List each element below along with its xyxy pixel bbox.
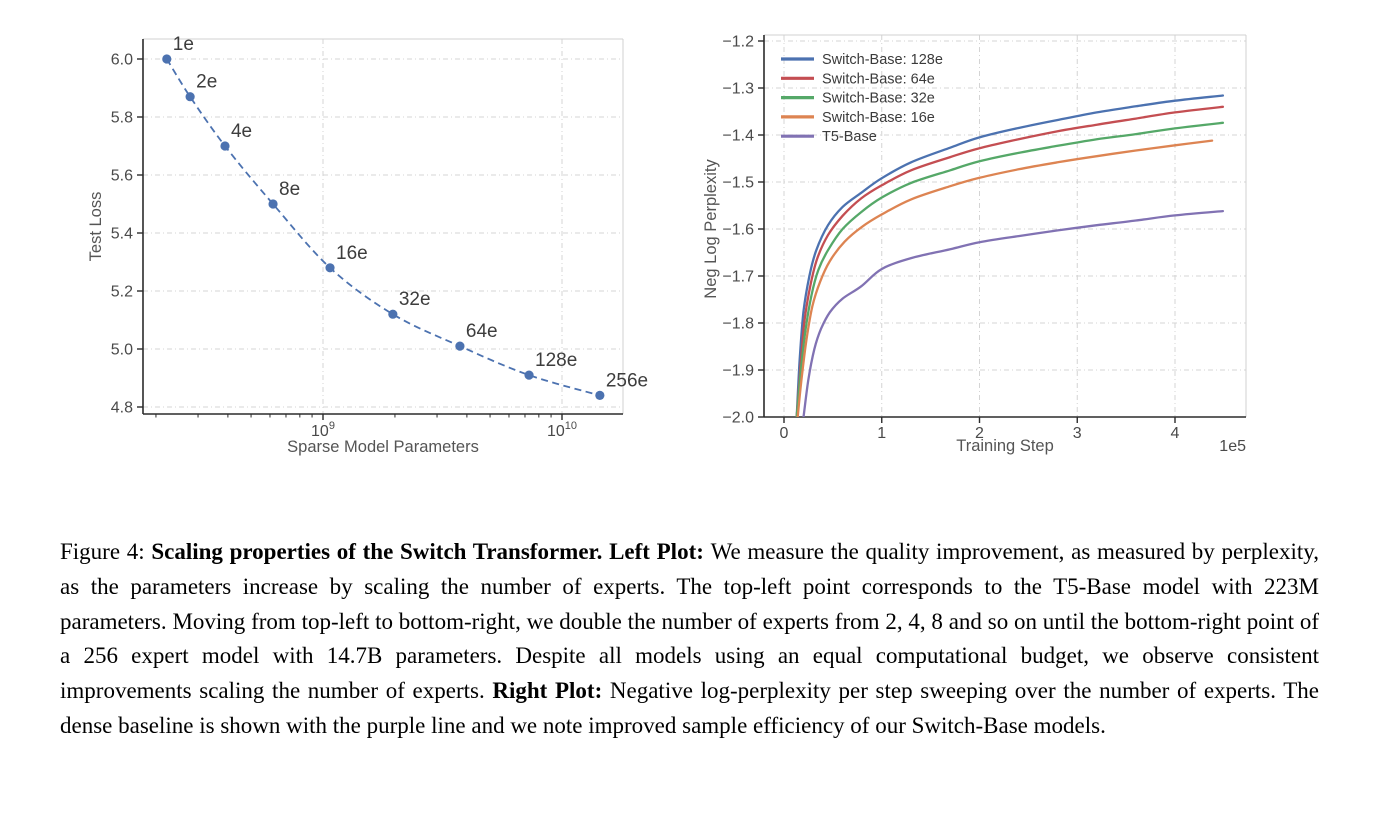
legend-label: Switch-Base: 32e <box>822 91 935 107</box>
right-chart-x-multiplier: 1e5 <box>1219 438 1246 455</box>
left-chart-y-label: Test Loss <box>87 192 105 262</box>
point-annotation-2e: 2e <box>196 72 217 93</box>
right-chart-y-tick-label: −1.9 <box>722 363 754 380</box>
right-chart-y-tick-label: −1.3 <box>722 81 754 98</box>
left-chart-y-tick-label: 4.8 <box>111 400 133 417</box>
data-point-128e <box>524 370 534 380</box>
data-point-16e <box>325 263 335 273</box>
right-chart-x-tick-label: 0 <box>780 425 789 442</box>
right-chart: −1.2 −1.3 −1.4 −1.5 −1.6 −1.7 −1.8 −1.9 −2.0 0 1 2 3… <box>702 34 1247 455</box>
legend-label: Switch-Base: 16e <box>822 110 935 126</box>
figure-caption: Figure 4: Scaling properties of the Swit… <box>60 535 1319 744</box>
legend-label: Switch-Base: 64e <box>822 71 935 87</box>
figure-4: 6.0 5.8 5.6 5.4 5.2 5.0 4.8 109 1010 Sparse Model… <box>87 34 1247 456</box>
right-chart-y-tick-label: −1.8 <box>722 316 754 333</box>
legend-label: Switch-Base: 128e <box>822 52 943 68</box>
point-annotation-4e: 4e <box>231 121 252 142</box>
left-chart-x-tick-label: 1010 <box>547 420 577 440</box>
point-annotation-256e: 256e <box>606 370 648 391</box>
point-annotation-64e: 64e <box>466 321 498 342</box>
line-switch-base-128e <box>795 94 1225 417</box>
right-chart-x-tick-label: 1 <box>877 425 886 442</box>
line-switch-base-64e <box>795 105 1225 417</box>
point-annotation-8e: 8e <box>279 179 300 200</box>
point-annotation-32e: 32e <box>399 289 431 310</box>
right-chart-y-tick-label: −1.2 <box>722 34 754 51</box>
left-chart: 6.0 5.8 5.6 5.4 5.2 5.0 4.8 109 1010 Sparse Model… <box>87 34 648 456</box>
right-chart-x-axis: 0 1 2 3 4 <box>780 417 1180 442</box>
right-chart-legend: Switch-Base: 128e Switch-Base: 64e Switch-… <box>781 52 943 145</box>
left-chart-x-label: Sparse Model Parameters <box>287 438 479 456</box>
right-chart-y-tick-label: −2.0 <box>722 410 754 427</box>
left-chart-y-tick-label: 5.4 <box>111 226 133 243</box>
right-chart-y-tick-label: −1.4 <box>722 128 754 145</box>
right-chart-y-label: Neg Log Perplexity <box>702 159 720 299</box>
left-chart-y-tick-label: 5.2 <box>111 284 133 301</box>
data-point-2e <box>185 92 195 102</box>
figure-charts-svg: 6.0 5.8 5.6 5.4 5.2 5.0 4.8 109 1010 Sparse Model… <box>87 34 1247 456</box>
right-chart-x-label: Training Step <box>956 437 1054 455</box>
left-chart-grid <box>143 39 623 414</box>
right-chart-x-tick-label: 4 <box>1171 425 1180 442</box>
right-chart-x-tick-label: 3 <box>1073 425 1082 442</box>
caption-segment: We measure the quality improvement, as m… <box>60 539 1319 704</box>
line-switch-base-16e <box>796 139 1214 417</box>
point-annotation-1e: 1e <box>173 34 194 55</box>
data-point-4e <box>220 141 230 151</box>
caption-segment: Scaling properties of the Switch Transfo… <box>151 539 711 564</box>
caption-segment: Negative log-perplexity per step sweepin… <box>60 678 1319 738</box>
right-chart-y-tick-label: −1.5 <box>722 175 754 192</box>
data-point-1e <box>162 54 172 64</box>
caption-segment: Figure 4: <box>60 539 152 564</box>
right-chart-y-tick-label: −1.6 <box>722 222 754 239</box>
right-chart-x-tick-label: 2 <box>975 425 984 442</box>
left-chart-y-axis: 6.0 5.8 5.6 5.4 5.2 5.0 4.8 <box>111 52 143 417</box>
caption-segment: Right Plot: <box>492 678 610 704</box>
left-chart-y-tick-label: 6.0 <box>111 52 133 69</box>
legend-label: T5-Base <box>822 129 877 145</box>
data-point-8e <box>268 199 278 209</box>
scaling-curve <box>166 58 601 397</box>
right-chart-y-tick-label: −1.7 <box>722 269 754 286</box>
data-point-32e <box>388 309 398 319</box>
data-point-64e <box>455 341 465 351</box>
data-point-256e <box>595 390 605 400</box>
point-annotation-16e: 16e <box>336 243 368 264</box>
line-t5-base <box>802 209 1225 417</box>
left-chart-y-tick-label: 5.8 <box>111 110 133 127</box>
point-annotation-128e: 128e <box>535 350 577 371</box>
left-chart-x-tick-label: 109 <box>311 420 335 440</box>
left-chart-y-tick-label: 5.0 <box>111 342 133 359</box>
line-switch-base-32e <box>795 121 1225 417</box>
left-chart-x-axis: 109 1010 <box>155 414 577 440</box>
left-chart-y-tick-label: 5.6 <box>111 168 133 185</box>
right-chart-series <box>795 94 1225 417</box>
right-chart-y-axis: −1.2 −1.3 −1.4 −1.5 −1.6 −1.7 −1.8 −1.9 −2.0 <box>722 34 764 427</box>
